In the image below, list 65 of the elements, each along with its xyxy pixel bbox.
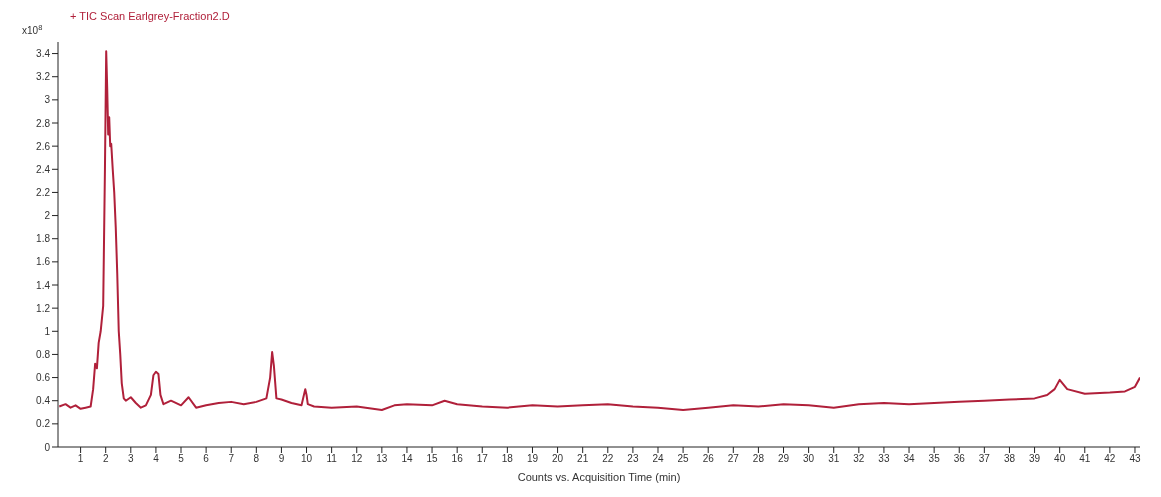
x-tick-label: 3 [128,453,135,465]
x-tick-label: 32 [853,453,865,465]
x-tick-label: 17 [476,453,489,465]
y-tick-label: 3.2 [36,71,51,83]
y-tick-label: 2.4 [36,163,51,175]
x-tick-label: 8 [253,453,260,465]
x-tick-label: 13 [376,453,388,465]
x-tick-label: 30 [803,453,815,465]
y-tick-label: 1.2 [36,302,51,314]
line-series [58,50,1140,411]
y-tick-label: 0.4 [36,395,51,407]
y-axis-title: x10$^{8}$ [22,22,43,36]
x-tick-label: 31 [828,453,840,465]
x-axis-title: Counts vs. Acquisition Time (min) [517,471,681,483]
x-tick-label: 34 [903,453,916,465]
y-tick-label: 2.6 [36,140,51,152]
x-tick-label: 22 [602,453,614,465]
y-tick-label: 2.2 [36,186,51,198]
y-tick-label: 1.4 [36,279,51,291]
y-tick-label: 0.8 [36,348,51,360]
x-tick-label: 10 [300,453,313,465]
text: + TIC Scan Earlgrey-Fraction2.D [70,10,230,22]
x-tick-label: 29 [777,453,790,465]
x-tick-label: 21 [577,453,589,465]
x-tick-label: 39 [1029,453,1041,465]
y-tick-label: 0.2 [36,418,51,430]
x-tick-label: 11 [326,453,338,465]
x-tick-label: 15 [426,453,439,465]
x-tick-label: 9 [278,453,285,465]
x-tick-label: 33 [878,453,890,465]
x-tick-label: 38 [1003,453,1016,465]
x-tick-label: 16 [451,453,464,465]
y-tick-label: 2 [44,210,51,222]
x-tick-label: 35 [928,453,941,465]
y-tick-label: 0.6 [36,372,51,384]
x-tick-label: 19 [526,453,539,465]
x-tick-label: 6 [203,453,210,465]
x-tick-label: 37 [978,453,991,465]
x-tick-label: 2 [102,453,109,465]
x-tick-label: 4 [153,453,160,465]
x-tick-label: 23 [627,453,639,465]
x-tick-label: 36 [953,453,966,465]
y-tick-label: 0 [44,441,51,453]
y-tick-label: 2.8 [36,117,51,129]
x-tick-label: 41 [1079,453,1091,465]
x-tick-label: 26 [702,453,715,465]
x-tick-label: 28 [752,453,765,465]
x-tick-label: 14 [401,453,413,465]
x-tick-label: 25 [677,453,690,465]
x-tick-label: 43 [1129,453,1141,465]
x-tick-label: 5 [178,453,185,465]
y-tick-label: 1 [44,325,51,337]
x-tick-label: 24 [652,453,664,465]
x-tick-label: 1 [77,453,84,465]
y-tick-label: 1.8 [36,233,51,245]
x-tick-label: 7 [228,453,235,465]
y-tick-label: 3 [44,94,51,106]
x-tick-label: 42 [1104,453,1116,465]
y-tick-label: 3.4 [36,48,51,60]
x-tick-label: 20 [552,453,564,465]
x-tick-label: 12 [351,453,363,465]
x-tick-label: 40 [1054,453,1066,465]
y-tick-label: 1.6 [36,256,51,268]
x-tick-label: 27 [727,453,740,465]
x-tick-label: 18 [501,453,514,465]
